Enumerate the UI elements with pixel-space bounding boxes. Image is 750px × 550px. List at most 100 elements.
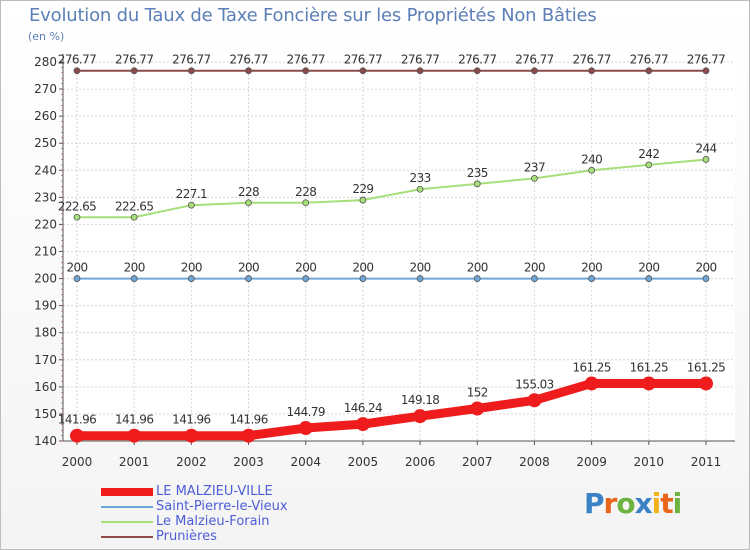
y-axis-unit-label: (en %) xyxy=(28,30,65,43)
data-point xyxy=(531,175,538,182)
legend-item: Prunières xyxy=(101,529,361,544)
data-label: 276.77 xyxy=(687,53,725,67)
data-label: 222.65 xyxy=(115,199,153,213)
data-point xyxy=(359,67,367,75)
data-label: 141.96 xyxy=(172,413,210,427)
data-point xyxy=(355,417,370,432)
logo-letter: o xyxy=(616,487,635,520)
axes-layer: 1401501601701801902002102202302402502602… xyxy=(34,54,735,469)
data-point xyxy=(130,67,138,75)
data-label: 141.96 xyxy=(115,413,153,427)
legend-label: Saint-Pierre-le-Vieux xyxy=(156,499,288,514)
x-tick-label: 2008 xyxy=(519,455,550,469)
series-line-2 xyxy=(76,158,707,219)
x-tick-label: 2005 xyxy=(348,455,379,469)
data-label: 149.18 xyxy=(401,393,439,407)
y-tick-label: 240 xyxy=(34,163,57,177)
legend-swatch xyxy=(101,535,153,538)
data-label: 228 xyxy=(238,185,259,199)
data-label: 200 xyxy=(638,261,659,275)
legend-item: Saint-Pierre-le-Vieux xyxy=(101,499,361,514)
legend-label: LE MALZIEU-VILLE xyxy=(156,484,273,499)
logo-letter: P xyxy=(584,487,605,520)
data-label: 161.25 xyxy=(630,360,668,374)
data-point xyxy=(588,166,596,174)
data-label: 200 xyxy=(581,261,602,275)
data-point xyxy=(127,428,142,443)
data-point xyxy=(699,376,713,391)
data-point xyxy=(130,275,138,282)
data-point xyxy=(187,67,195,75)
x-tick-label: 2003 xyxy=(233,455,264,469)
data-label: 235 xyxy=(467,166,488,180)
data-point xyxy=(416,185,424,193)
y-tick-label: 260 xyxy=(34,109,57,123)
data-label: 200 xyxy=(695,261,716,275)
data-point xyxy=(470,401,485,416)
legend-item: Le Malzieu-Forain xyxy=(101,514,361,529)
data-label: 222.65 xyxy=(58,199,96,213)
data-point xyxy=(702,275,710,282)
y-tick-label: 200 xyxy=(34,272,57,286)
data-point xyxy=(245,199,252,207)
data-point xyxy=(241,428,256,443)
data-point xyxy=(245,67,252,75)
data-label: 200 xyxy=(352,261,373,275)
data-point xyxy=(473,275,481,282)
data-point xyxy=(302,199,310,207)
x-tick-label: 2004 xyxy=(290,455,321,469)
data-label: 200 xyxy=(124,261,145,275)
y-tick-label: 140 xyxy=(34,434,57,448)
data-point xyxy=(70,428,84,443)
data-point xyxy=(473,67,481,75)
data-point xyxy=(531,67,538,75)
data-label: 161.25 xyxy=(572,360,610,374)
data-label: 276.77 xyxy=(458,53,496,67)
data-point xyxy=(531,275,538,282)
data-label: 276.77 xyxy=(115,53,153,67)
data-label: 141.96 xyxy=(229,413,267,427)
data-label: 276.77 xyxy=(401,53,439,67)
x-tick-label: 2009 xyxy=(576,455,607,469)
data-point xyxy=(187,201,195,209)
data-label: 161.25 xyxy=(687,360,725,374)
series-line-0 xyxy=(72,378,711,441)
data-label: 155.03 xyxy=(515,377,553,391)
data-point xyxy=(359,196,367,204)
data-point xyxy=(702,67,710,75)
y-tick-label: 210 xyxy=(34,245,57,259)
legend: LE MALZIEU-VILLE Saint-Pierre-le-Vieux Le … xyxy=(101,484,361,544)
data-point xyxy=(588,67,596,75)
legend-label: Prunières xyxy=(156,529,217,544)
y-tick-label: 190 xyxy=(34,299,57,313)
data-label: 276.77 xyxy=(344,53,382,67)
data-label: 276.77 xyxy=(572,53,610,67)
logo-letter: t xyxy=(660,487,673,520)
chart-title: Evolution du Taux de Taxe Foncière sur l… xyxy=(29,5,597,26)
data-label: 233 xyxy=(410,171,431,185)
data-point xyxy=(187,275,195,282)
data-point xyxy=(73,275,81,282)
data-label: 200 xyxy=(66,261,87,275)
data-point xyxy=(245,275,252,282)
y-tick-label: 180 xyxy=(34,326,57,340)
data-point xyxy=(298,421,313,436)
data-point xyxy=(527,393,542,408)
data-point xyxy=(413,409,428,424)
x-tick-label: 2011 xyxy=(691,455,722,469)
x-tick-label: 2010 xyxy=(634,455,665,469)
y-tick-label: 150 xyxy=(34,407,57,421)
legend-label: Le Malzieu-Forain xyxy=(156,514,270,529)
data-label: 200 xyxy=(524,261,545,275)
data-point xyxy=(645,275,653,282)
legend-swatch xyxy=(101,487,153,496)
legend-item: LE MALZIEU-VILLE xyxy=(101,484,361,499)
plot-area xyxy=(63,54,735,441)
data-label: 200 xyxy=(238,261,259,275)
y-tick-label: 250 xyxy=(34,136,57,150)
x-tick-label: 2000 xyxy=(62,455,93,469)
data-label: 200 xyxy=(467,261,488,275)
data-labels-layer: 200 200 200 200 200 200 200 200 200 200 200 200 222.… xyxy=(58,53,726,427)
